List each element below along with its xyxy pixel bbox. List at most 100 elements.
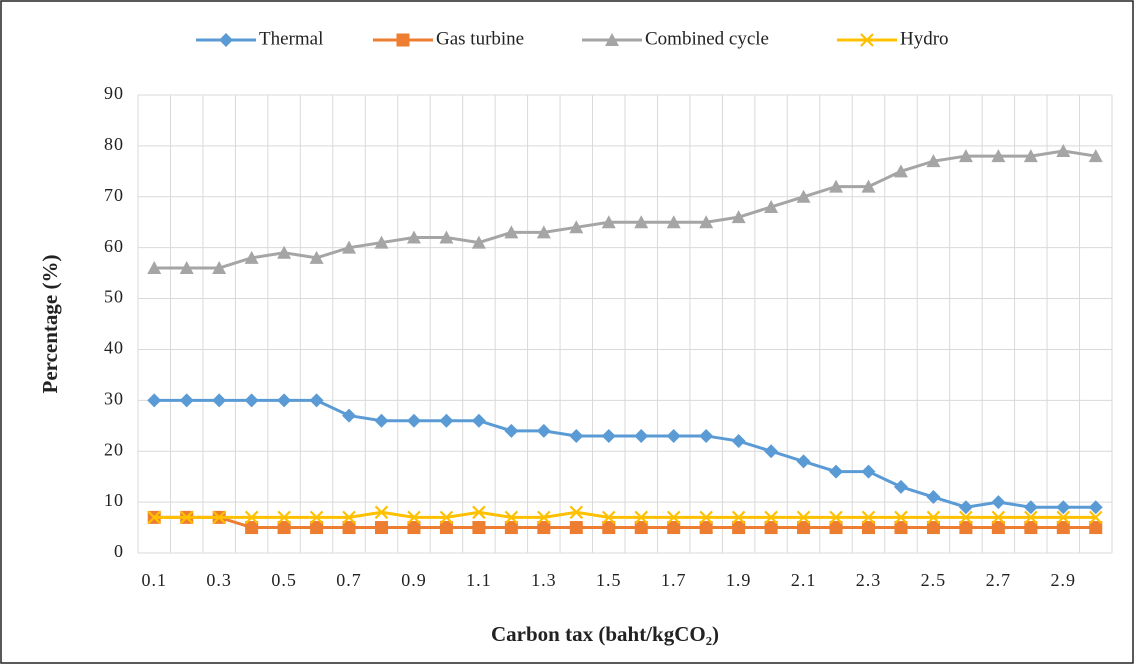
x-tick-label: 1.5 (596, 570, 622, 590)
marker (439, 521, 453, 535)
marker (374, 505, 389, 520)
marker (666, 428, 681, 443)
marker (634, 428, 649, 443)
marker (1088, 149, 1103, 163)
marker (569, 521, 583, 535)
x-tick-label: 2.3 (856, 570, 882, 590)
x-tick-label: 0.1 (141, 570, 167, 590)
y-tick-label: 60 (104, 236, 124, 256)
marker (731, 210, 746, 224)
marker (1023, 500, 1038, 515)
legend-label: Gas turbine (436, 28, 524, 49)
x-tick-label: 0.5 (271, 570, 297, 590)
marker (829, 510, 843, 525)
marker (439, 413, 454, 428)
marker (407, 521, 421, 535)
marker (732, 521, 746, 535)
marker (959, 521, 973, 535)
marker (1056, 500, 1071, 515)
x-tick-label: 2.1 (791, 570, 817, 590)
marker (666, 215, 681, 229)
marker (829, 521, 843, 535)
marker (861, 179, 876, 193)
marker (537, 510, 551, 525)
marker (342, 408, 357, 423)
marker (504, 510, 519, 525)
legend-marker (605, 33, 619, 46)
marker (536, 423, 551, 438)
y-tick-label: 40 (104, 338, 124, 358)
series-line (154, 149, 1097, 270)
marker (926, 490, 941, 505)
marker (309, 393, 324, 408)
marker (472, 505, 486, 520)
marker (731, 510, 746, 525)
marker (862, 521, 875, 535)
marker (342, 240, 357, 254)
marker (602, 521, 616, 535)
marker (926, 510, 941, 525)
marker (764, 444, 779, 459)
marker (893, 164, 908, 178)
marker (699, 510, 713, 525)
marker (407, 510, 421, 525)
marker (1024, 521, 1038, 535)
x-tick-label: 0.7 (336, 570, 362, 590)
marker (439, 510, 454, 525)
marker (212, 261, 227, 275)
marker (894, 510, 908, 525)
marker (1056, 521, 1070, 535)
marker (667, 521, 681, 535)
y-tick-label: 80 (104, 134, 124, 154)
marker (796, 189, 811, 203)
marker (374, 413, 389, 428)
marker (245, 521, 259, 535)
x-tick-label: 2.9 (1051, 570, 1077, 590)
marker (601, 510, 616, 525)
x-tick-label: 2.7 (986, 570, 1012, 590)
x-tick-label: 0.3 (206, 570, 232, 590)
marker (536, 225, 551, 239)
y-tick-label: 0 (114, 541, 124, 561)
y-tick-label: 30 (104, 388, 124, 408)
marker (244, 250, 259, 264)
x-axis-title: Carbon tax (baht/kgCO₂) (491, 622, 719, 646)
marker (797, 521, 811, 535)
marker (1088, 510, 1103, 525)
marker (179, 510, 194, 525)
marker (731, 434, 746, 449)
x-tick-label: 2.5 (921, 570, 947, 590)
marker (277, 510, 291, 525)
legend-label: Thermal (259, 28, 323, 49)
x-tick-label: 1.9 (726, 570, 752, 590)
series-line (154, 510, 1096, 519)
marker (310, 521, 324, 535)
x-tick-label: 1.7 (661, 570, 687, 590)
marker (244, 510, 259, 525)
marker (375, 521, 388, 535)
marker (472, 521, 486, 535)
marker (309, 250, 324, 264)
y-tick-label: 10 (104, 490, 124, 510)
legend-marker (396, 33, 410, 47)
y-tick-label: 50 (104, 287, 124, 307)
marker (537, 521, 551, 535)
marker (959, 510, 973, 525)
marker (861, 464, 876, 479)
marker (1056, 143, 1071, 157)
marker (504, 521, 518, 535)
marker (212, 393, 227, 408)
marker (699, 215, 714, 229)
marker (601, 215, 616, 229)
x-tick-label: 0.9 (401, 570, 427, 590)
marker (894, 521, 908, 535)
marker (991, 521, 1005, 535)
marker (991, 149, 1006, 163)
marker (796, 454, 811, 469)
legend-marker (860, 33, 874, 47)
legend-label: Hydro (900, 28, 949, 49)
legend-label: Combined cycle (645, 28, 769, 49)
marker (1024, 510, 1038, 525)
marker (601, 428, 616, 443)
